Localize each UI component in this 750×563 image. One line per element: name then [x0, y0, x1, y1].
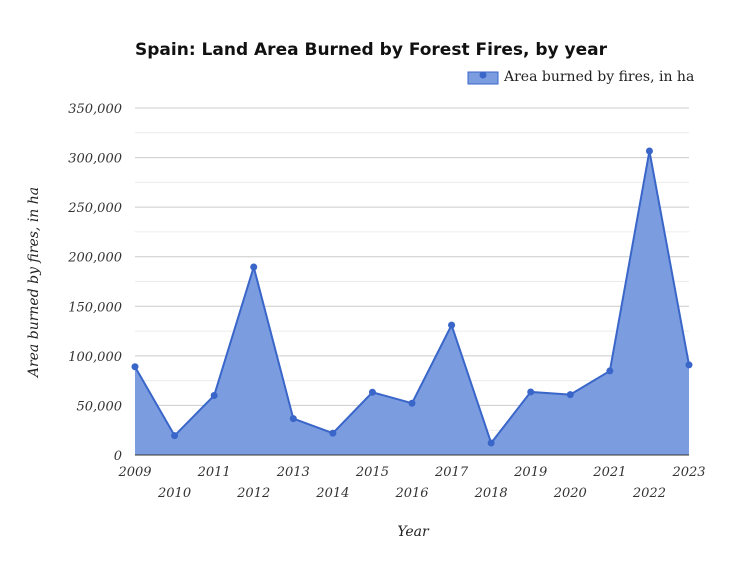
x-tick-label: 2010	[157, 486, 191, 501]
legend-marker	[479, 71, 487, 79]
data-point	[250, 263, 258, 271]
x-axis-label: Year	[397, 524, 430, 540]
y-tick-label: 50,000	[77, 399, 123, 414]
data-point	[685, 361, 693, 369]
data-point	[527, 388, 535, 396]
area-fill	[135, 151, 689, 455]
x-tick-label: 2013	[276, 465, 310, 480]
data-point	[171, 432, 179, 440]
data-point	[329, 429, 337, 437]
y-tick-label: 250,000	[67, 201, 122, 216]
x-tick-label: 2020	[553, 486, 587, 501]
chart-title: Spain: Land Area Burned by Forest Fires,…	[135, 40, 608, 60]
x-tick-label: 2021	[592, 465, 626, 480]
y-tick-label: 200,000	[67, 251, 122, 266]
data-point	[645, 147, 653, 155]
y-tick-label: 300,000	[68, 152, 122, 167]
data-point	[289, 415, 297, 423]
x-tick-label: 2012	[236, 486, 270, 501]
data-point	[131, 363, 139, 371]
y-tick-label: 350,000	[68, 102, 122, 117]
x-tick-label: 2011	[197, 465, 231, 480]
data-point	[566, 391, 574, 399]
x-tick-label: 2019	[513, 465, 547, 480]
x-tick-label: 2022	[632, 486, 666, 501]
x-tick-label: 2015	[355, 465, 389, 480]
legend-label: Area burned by fires, in ha	[503, 69, 694, 85]
data-point	[408, 399, 416, 407]
y-tick-label: 0	[114, 449, 122, 464]
y-tick-label: 150,000	[68, 300, 122, 315]
x-tick-label: 2014	[315, 486, 349, 501]
x-tick-label: 2017	[434, 465, 469, 480]
data-point	[368, 388, 376, 396]
x-tick-label: 2009	[117, 465, 151, 480]
data-point	[210, 392, 218, 400]
data-point	[448, 321, 456, 329]
x-tick-label: 2018	[474, 486, 508, 501]
y-axis-label: Area burned by fires, in ha	[26, 187, 42, 379]
legend: Area burned by fires, in ha	[467, 69, 694, 85]
data-point	[487, 439, 495, 447]
data-point	[606, 367, 614, 375]
x-tick-label: 2016	[394, 486, 428, 501]
x-tick-label: 2023	[671, 465, 705, 480]
y-tick-label: 100,000	[68, 350, 122, 365]
